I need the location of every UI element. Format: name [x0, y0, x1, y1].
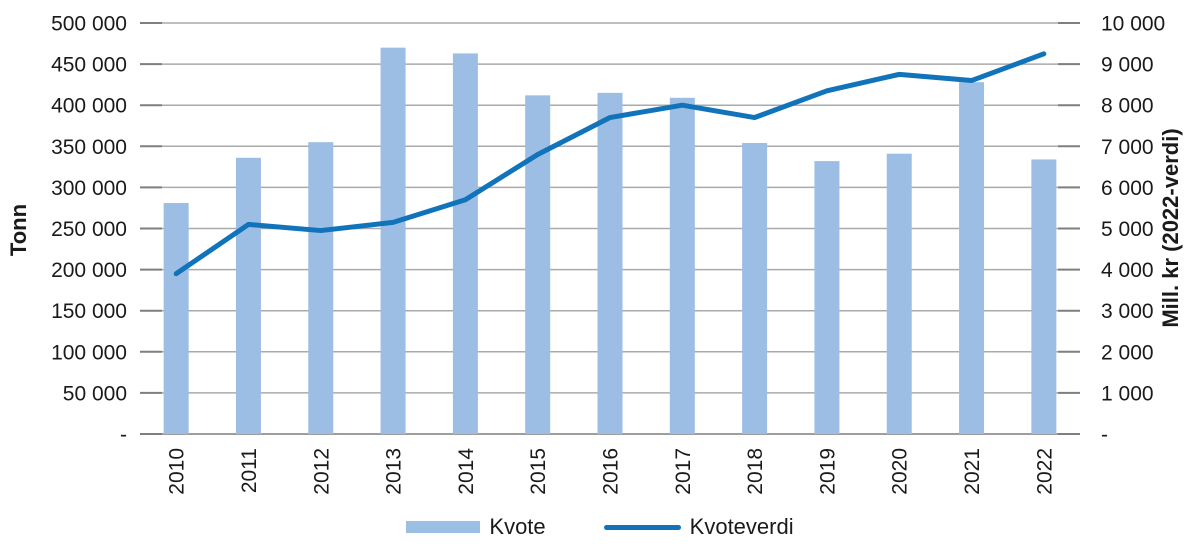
x-axis-label-2013: 2013: [383, 448, 406, 495]
left-axis-tick-label: 500 000: [51, 13, 127, 36]
bar-2014: [452, 53, 478, 434]
legend-label-kvoteverdi: Kvoteverdi: [689, 514, 794, 539]
bar-2020: [886, 153, 912, 434]
left-axis-tick-label: 150 000: [51, 300, 127, 323]
legend-item-kvoteverdi: Kvoteverdi: [603, 514, 794, 540]
right-axis-title: Mill. kr (2022-verdi): [1158, 128, 1183, 328]
right-axis-tick-label: 5 000: [1101, 218, 1154, 241]
left-axis-tick-label: 450 000: [51, 54, 127, 77]
bar-2015: [525, 95, 551, 434]
left-axis-tick-label: 50 000: [63, 382, 127, 405]
left-axis-title: Tonn: [6, 203, 31, 257]
bar-2016: [597, 92, 623, 435]
bar-2022: [1031, 159, 1057, 434]
x-axis-label-2014: 2014: [455, 448, 478, 495]
left-axis-tick-label: 200 000: [51, 259, 127, 282]
right-axis-tick-label: 7 000: [1101, 136, 1154, 159]
x-axis-label-2020: 2020: [889, 448, 912, 495]
bar-2019: [814, 161, 840, 434]
bar-2010: [163, 203, 189, 434]
x-axis-label-2022: 2022: [1033, 448, 1056, 495]
legend: Kvote Kvoteverdi: [0, 514, 1200, 540]
legend-label-kvote: Kvote: [489, 514, 546, 539]
x-axis-label-2016: 2016: [600, 448, 623, 495]
right-axis-tick-label: 9 000: [1101, 54, 1154, 77]
bar-2018: [742, 143, 768, 434]
left-axis-tick-label: 400 000: [51, 95, 127, 118]
x-axis-label-2015: 2015: [527, 448, 550, 495]
right-axis-tick-label: 4 000: [1101, 259, 1154, 282]
bar-2012: [308, 142, 334, 434]
left-axis-tick-label: 250 000: [51, 218, 127, 241]
right-axis-tick-label: 10 000: [1101, 13, 1165, 36]
left-axis-tick-label: -: [120, 424, 127, 447]
right-axis-tick-label: 8 000: [1101, 95, 1154, 118]
x-axis-label-2019: 2019: [816, 448, 839, 495]
bar-2013: [380, 47, 406, 434]
x-axis-label-2010: 2010: [166, 448, 189, 495]
right-axis-tick-label: 3 000: [1101, 300, 1154, 323]
x-axis-label-2017: 2017: [672, 448, 695, 495]
left-axis-tick-label: 100 000: [51, 341, 127, 364]
left-axis-tick-label: 350 000: [51, 136, 127, 159]
x-axis-label-2018: 2018: [744, 448, 767, 495]
kvoteverdi-swatch-icon: [603, 524, 681, 530]
right-axis-tick-label: 1 000: [1101, 382, 1154, 405]
bar-2021: [959, 82, 985, 435]
right-axis-tick-label: 2 000: [1101, 341, 1154, 364]
legend-item-kvote: Kvote: [406, 514, 546, 540]
left-axis-tick-label: 300 000: [51, 177, 127, 200]
right-axis-tick-label: 6 000: [1101, 177, 1154, 200]
kvoteverdi-line: [173, 51, 1047, 277]
x-axis-label-2011: 2011: [238, 448, 261, 493]
bar-2011: [235, 157, 261, 435]
kvote-swatch-icon: [406, 521, 481, 533]
right-axis-tick-label: -: [1101, 424, 1108, 447]
x-axis-label-2021: 2021: [961, 448, 984, 495]
bar-2017: [669, 97, 695, 434]
x-axis-label-2012: 2012: [310, 448, 333, 495]
